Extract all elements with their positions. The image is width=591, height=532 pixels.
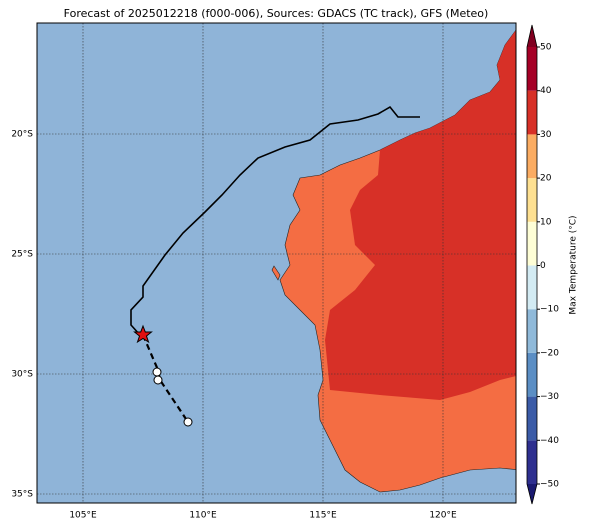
lon-tick-label: 105°E [69,511,97,521]
colorbar-band [527,440,537,484]
colorbar-label: Max Temperature (°C) [569,215,579,314]
lat-tick-label: 20°S [11,130,33,140]
lat-tick-label: 35°S [11,490,33,500]
colorbar-tick-label: −30 [540,392,559,402]
colorbar-tick-label: 10 [540,217,552,227]
colorbar-tick-label: 0 [540,261,546,271]
colorbar-band [527,134,537,179]
lat-tick-label: 25°S [11,250,33,260]
map-area [37,23,516,503]
lon-tick-label: 115°E [309,511,337,521]
colorbar-over [527,25,537,47]
colorbar-tick-label: −10 [540,305,559,315]
graticule: 105°E 110°E 115°E 120°E 20°S 25°S 30°S 35°S [11,23,516,521]
colorbar-band [527,47,537,91]
lon-tick-label: 120°E [429,511,457,521]
current-position [133,324,153,344]
colorbar-band [527,352,537,397]
tc-track [130,105,420,427]
colorbar-band [527,396,537,441]
lon-tick-label: 110°E [189,511,217,521]
colorbar-tick-label: 20 [540,174,552,184]
colorbar-band [527,309,537,353]
title: Forecast of 2025012218 (f000-006), Sourc… [64,7,489,20]
colorbar-tick-label: −40 [540,436,559,446]
forecast-point [152,367,162,377]
colorbar-tick-label: −50 [540,480,559,490]
map-frame [36,22,517,504]
forecast-point [183,417,193,427]
colorbar-tick-label: 30 [540,130,552,140]
colorbar-under [527,484,537,504]
colorbar-band [527,90,537,135]
colorbar-band [527,221,537,266]
colorbar-tick-label: −20 [540,348,559,358]
track-line [130,105,420,336]
forecast-point [153,375,163,385]
colorbar-band [527,178,537,222]
lat-tick-label: 30°S [11,370,33,380]
island [271,265,281,281]
colorbar-band [527,265,537,310]
hot-region [325,30,516,400]
colorbar-tick-label: 40 [540,86,552,96]
colorbar-tick-label: 50 [540,43,552,53]
colorbar: −50 −40 −30 −20 −10 0 10 20 30 40 50 Max Temperatur… [526,24,579,505]
